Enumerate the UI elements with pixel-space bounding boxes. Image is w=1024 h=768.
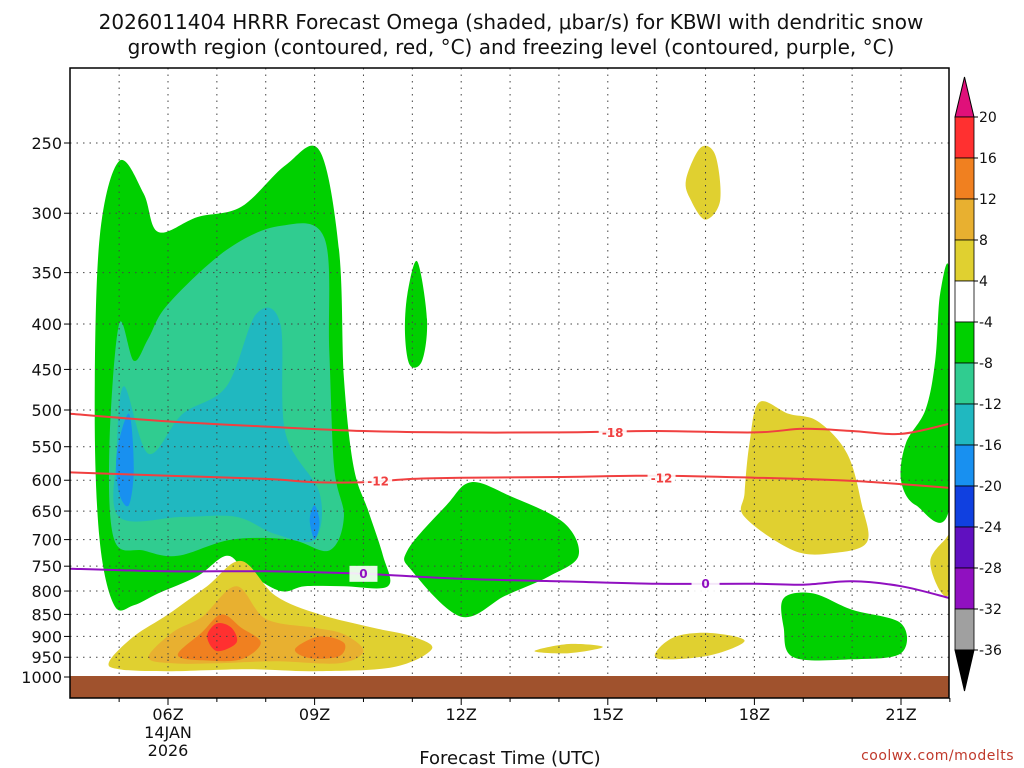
colorbar-band bbox=[954, 362, 975, 405]
omega-region-descent-yellow-top bbox=[685, 145, 721, 220]
y-tick-label-750: 750 bbox=[31, 557, 62, 576]
colorbar-band bbox=[954, 198, 975, 241]
colorbar-label-16: 16 bbox=[979, 151, 997, 167]
colorbar-label-4: 4 bbox=[979, 274, 988, 290]
colorbar-label--4: -4 bbox=[979, 315, 993, 331]
x-tick-label-18Z: 18Z bbox=[739, 705, 770, 724]
omega-region-descent-red-core bbox=[207, 622, 238, 652]
omega-region-descent-yellow-low-c bbox=[534, 643, 603, 654]
omega-region-descent-yellow-edge bbox=[930, 534, 949, 597]
x-tick-label-09Z: 09Z bbox=[299, 705, 330, 724]
colorbar-band bbox=[954, 444, 975, 487]
omega-region-descent-orange-low-b bbox=[294, 636, 346, 659]
colorbar-band bbox=[954, 567, 975, 610]
contour-label-bg bbox=[598, 425, 627, 442]
contour-label-bg bbox=[647, 470, 676, 487]
colorbar-label--24: -24 bbox=[979, 520, 1002, 536]
y-tick-label-550: 550 bbox=[31, 438, 62, 457]
x-axis-title: Forecast Time (UTC) bbox=[419, 748, 600, 768]
x-year-label: 2026 bbox=[148, 741, 189, 760]
omega-region-descent-yellow-low-b bbox=[654, 632, 745, 660]
x-tick-label-06Z: 06Z bbox=[152, 705, 183, 724]
contour-label: -12 bbox=[651, 471, 673, 485]
colorbar-band bbox=[954, 321, 975, 364]
colorbar-top-arrow bbox=[954, 76, 975, 118]
chart-title-line-2: growth region (contoured, red, °C) and f… bbox=[128, 35, 895, 59]
plot-frame bbox=[69, 67, 950, 699]
x-tick-label-21Z: 21Z bbox=[885, 705, 916, 724]
omega-region-ascent-green-cell-c bbox=[404, 260, 428, 368]
contour-line-dendritic--12 bbox=[70, 471, 949, 489]
colorbar-label-20: 20 bbox=[979, 110, 997, 126]
colorbar-label--16: -16 bbox=[979, 438, 1002, 454]
y-tick-label-950: 950 bbox=[31, 648, 62, 667]
y-tick-label-350: 350 bbox=[31, 264, 62, 283]
x-tick-label-15Z: 15Z bbox=[592, 705, 623, 724]
ground-bar bbox=[70, 676, 949, 698]
y-tick-label-800: 800 bbox=[31, 582, 62, 601]
colorbar-bottom-arrow bbox=[954, 649, 975, 692]
y-tick-label-900: 900 bbox=[31, 627, 62, 646]
y-tick-label-450: 450 bbox=[31, 360, 62, 379]
colorbar-label-12: 12 bbox=[979, 192, 997, 208]
omega-region-ascent-green-cell-d bbox=[900, 263, 949, 523]
omega-region-ascent-green-cell-b bbox=[404, 482, 580, 618]
colorbar-label--20: -20 bbox=[979, 479, 1002, 495]
credit-text: coolwx.com/modelts bbox=[861, 748, 1014, 764]
omega-region-ascent-blue-core-b bbox=[309, 505, 320, 540]
colorbar-band bbox=[954, 403, 975, 446]
omega-region-ascent-blue-core-a bbox=[116, 413, 134, 507]
y-axis: 250 300 350 400 450 500 550 600 650 700 750 800 850 9… bbox=[21, 134, 70, 687]
colorbar-label--36: -36 bbox=[979, 643, 1002, 659]
colorbar-label-8: 8 bbox=[979, 233, 988, 249]
colorbar-band bbox=[954, 526, 975, 569]
omega-region-descent-yellow-mid bbox=[740, 401, 869, 555]
colorbar-label--8: -8 bbox=[979, 356, 993, 372]
chart-title-line-1: 2026011404 HRRR Forecast Omega (shaded, … bbox=[99, 10, 924, 34]
y-tick-label-700: 700 bbox=[31, 531, 62, 550]
contour-label-bg bbox=[349, 565, 378, 582]
colorbar-band bbox=[954, 485, 975, 528]
y-tick-label-250: 250 bbox=[31, 134, 62, 153]
contour-line-dendritic--18 bbox=[70, 412, 949, 436]
grid-lines bbox=[70, 68, 949, 698]
colorbar: 20 16 12 8 4 -4 -8 -12 -16 -20 -24 -28 -32 -36 bbox=[954, 76, 1002, 692]
omega-regions bbox=[94, 145, 949, 672]
contour-label-bg bbox=[691, 575, 720, 592]
x-date-label: 14JAN bbox=[144, 723, 192, 742]
x-tick-label-12Z: 12Z bbox=[446, 705, 477, 724]
colorbar-label--28: -28 bbox=[979, 561, 1002, 577]
colorbar-label--12: -12 bbox=[979, 397, 1002, 413]
contour-label: 0 bbox=[701, 577, 709, 591]
colorbar-band bbox=[954, 608, 975, 651]
y-tick-label-400: 400 bbox=[31, 315, 62, 334]
contour-label: -12 bbox=[367, 475, 389, 489]
colorbar-band bbox=[954, 116, 975, 159]
colorbar-band bbox=[954, 157, 975, 200]
y-tick-label-300: 300 bbox=[31, 204, 62, 223]
contour-label-bg bbox=[364, 473, 393, 490]
contour-label: 0 bbox=[359, 567, 367, 581]
y-tick-label-600: 600 bbox=[31, 471, 62, 490]
colorbar-band bbox=[954, 280, 975, 323]
contour-label: -18 bbox=[602, 426, 624, 440]
contour-lines: -18 -12 -12 0 0 bbox=[70, 412, 949, 600]
y-tick-label-850: 850 bbox=[31, 605, 62, 624]
contour-line-freezing-0 bbox=[70, 567, 949, 600]
y-tick-label-650: 650 bbox=[31, 502, 62, 521]
y-tick-label-500: 500 bbox=[31, 401, 62, 420]
omega-region-ascent-green-cell-e bbox=[781, 592, 908, 661]
colorbar-band bbox=[954, 239, 975, 282]
y-tick-label-1000: 1000 bbox=[21, 668, 62, 687]
colorbar-label--32: -32 bbox=[979, 602, 1002, 618]
